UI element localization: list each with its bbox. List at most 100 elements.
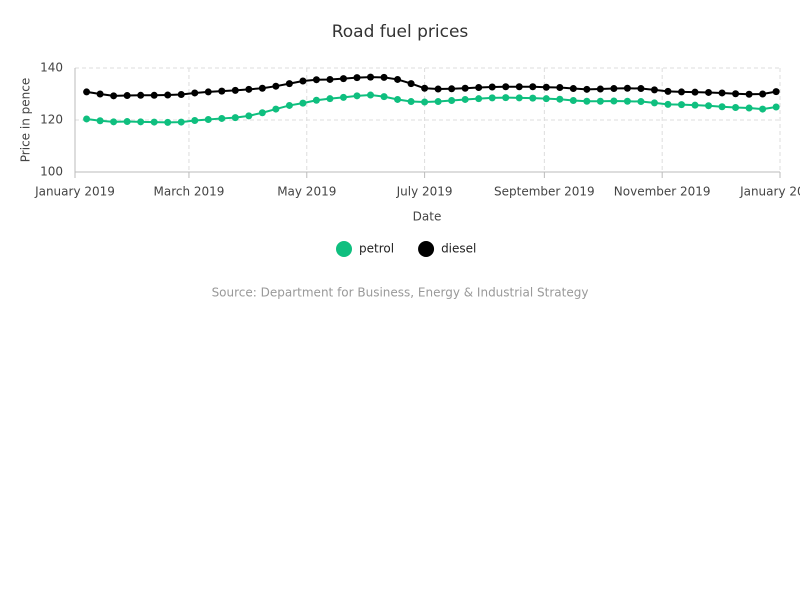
y-tick-label: 100: [40, 165, 63, 179]
point: [623, 84, 631, 92]
point: [623, 97, 631, 105]
point: [732, 90, 740, 98]
point: [164, 91, 172, 99]
point: [677, 101, 685, 109]
point: [231, 114, 239, 122]
point: [137, 91, 145, 99]
point: [718, 89, 726, 97]
point: [488, 83, 496, 91]
x-tick-label: September 2019: [494, 185, 595, 199]
point: [96, 117, 104, 125]
point: [326, 75, 334, 83]
point: [677, 88, 685, 96]
point: [367, 73, 375, 81]
point: [664, 100, 672, 108]
point: [772, 88, 780, 96]
point: [407, 80, 415, 88]
point: [596, 97, 604, 105]
point: [732, 104, 740, 112]
point: [515, 94, 523, 102]
point: [285, 101, 293, 109]
point: [488, 94, 496, 102]
point: [569, 97, 577, 104]
point: [650, 86, 658, 94]
point: [218, 114, 226, 122]
point: [312, 96, 320, 104]
x-tick-label: March 2019: [153, 185, 224, 199]
point: [772, 103, 780, 111]
point: [637, 98, 645, 106]
legend-label: diesel: [441, 242, 476, 256]
point: [542, 95, 550, 103]
point: [367, 91, 375, 99]
point: [745, 104, 753, 112]
point: [123, 118, 131, 126]
point: [218, 87, 226, 95]
point: [407, 98, 415, 106]
point: [394, 95, 402, 103]
point: [718, 103, 726, 111]
point: [83, 115, 91, 123]
point: [150, 91, 158, 99]
point: [299, 99, 307, 107]
point: [421, 84, 429, 92]
point: [434, 85, 442, 93]
point: [529, 83, 537, 91]
point: [326, 95, 334, 103]
point: [258, 109, 266, 117]
x-tick-label: November 2019: [614, 185, 711, 199]
point: [339, 93, 347, 101]
series-line: [86, 76, 777, 97]
point: [705, 88, 713, 96]
point: [339, 75, 347, 83]
legend-label: petrol: [359, 242, 394, 256]
point: [204, 88, 212, 96]
point: [502, 94, 510, 102]
point: [434, 98, 442, 106]
point: [691, 88, 699, 96]
point: [583, 97, 591, 105]
point: [380, 93, 388, 101]
point: [529, 94, 537, 102]
y-tick-label: 140: [40, 61, 63, 75]
point: [150, 118, 158, 126]
point: [745, 90, 753, 98]
point: [475, 84, 483, 91]
legend-marker: [336, 241, 352, 257]
point: [556, 84, 564, 91]
point: [177, 91, 185, 99]
point: [610, 97, 618, 105]
point: [664, 87, 672, 95]
point: [285, 80, 293, 88]
point: [448, 97, 456, 104]
point: [556, 95, 564, 103]
point: [204, 115, 212, 123]
point: [245, 85, 253, 93]
point: [542, 83, 550, 91]
point: [759, 105, 767, 113]
point: [502, 83, 510, 91]
point: [583, 85, 591, 93]
point: [177, 118, 185, 126]
point: [394, 75, 402, 83]
point: [191, 89, 199, 97]
series-line: [86, 94, 777, 124]
x-tick-label: July 2019: [396, 185, 453, 199]
point: [258, 84, 266, 92]
point: [96, 90, 104, 98]
point: [461, 95, 469, 103]
point: [448, 85, 456, 93]
point: [380, 73, 388, 81]
point: [421, 98, 429, 106]
point: [569, 85, 577, 93]
x-tick-label: January 2019: [34, 185, 115, 199]
point: [299, 77, 307, 85]
point: [231, 86, 239, 94]
point: [515, 83, 523, 91]
source: Source: Department for Business, Energy …: [212, 286, 589, 300]
point: [191, 117, 199, 125]
point: [272, 105, 280, 113]
point: [650, 99, 658, 107]
point: [110, 92, 118, 100]
